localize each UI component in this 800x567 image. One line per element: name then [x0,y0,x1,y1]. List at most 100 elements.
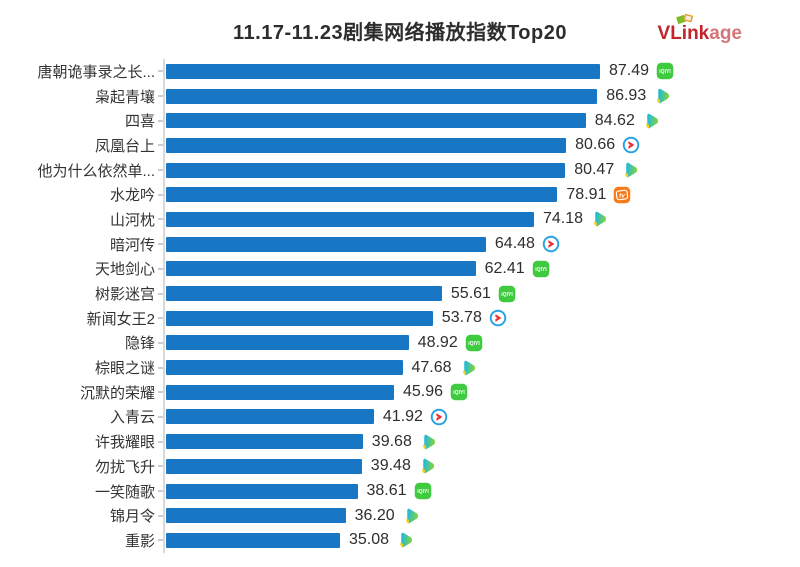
youku-icon [542,235,560,253]
series-label: 树影迷宫 [94,286,155,304]
value-label: 53.78 [441,309,482,327]
bar-chart: 唐朝诡事录之长... 87.49 iQIYI 枭起青壤 86.93 四喜 84.62 凤凰台上… [0,59,800,553]
bar [166,409,374,425]
series-label: 四喜 [124,113,155,131]
bar [166,187,558,203]
tencent-icon [419,433,437,451]
tencent-icon [402,507,420,525]
value-label: 48.92 [417,333,458,351]
chart-row: 唐朝诡事录之长... 87.49 iQIYI [0,59,800,84]
value-label: 45.96 [403,383,444,401]
bar [166,434,363,450]
axis-tick-icon [158,514,163,517]
value-label: 78.91 [566,185,607,203]
series-label: 新闻女王2 [86,310,155,328]
chart-row: 凤凰台上 80.66 [0,133,800,158]
chart-row: 暗河传 64.48 [0,231,800,257]
value-label: 39.68 [371,432,412,450]
bar-track: 45.96 iQIYI [163,379,800,405]
value-label: 87.49 [609,62,650,80]
bar-track: 47.68 [163,355,800,380]
series-label: 锦月令 [109,508,155,526]
bar [166,310,433,326]
bar-track: 84.62 [163,108,800,134]
tencent-icon [396,531,414,549]
value-label: 64.48 [494,235,535,253]
value-label: 84.62 [594,111,635,129]
youku-icon [430,408,448,426]
value-label: 80.47 [574,161,615,179]
chart-row: 天地剑心 62.41 iQIYI [0,256,800,282]
bar-track: 48.92 iQIYI [163,330,800,356]
value-label: 38.61 [366,482,407,500]
value-label: 62.41 [484,259,525,277]
value-label: 47.68 [411,358,452,376]
bar-track: 35.08 [163,528,800,553]
bar-track: 80.66 [163,133,800,158]
svg-text:iQIYI: iQIYI [535,267,547,273]
axis-tick-icon [158,169,163,172]
chart-row: 新闻女王2 53.78 [0,305,800,331]
value-label: 86.93 [606,87,647,105]
bar [166,211,534,227]
chart-row: 一笑随歌 38.61 iQIYI [0,478,800,504]
tencent-icon [653,87,671,105]
vlinkage-logo: VLinkage [657,13,742,44]
bar [166,236,486,252]
chart-row: 勿扰飞升 39.48 [0,454,800,479]
mango-icon: tv [613,186,631,204]
bar-track: 36.20 [163,503,800,529]
svg-text:iQIYI: iQIYI [468,341,480,347]
bar [166,458,362,474]
bar [166,113,586,129]
axis-tick-icon [158,391,163,394]
bar-track: 53.78 [163,305,800,331]
bar [166,286,442,302]
axis-tick-icon [158,95,163,98]
chart-row: 山河枕 74.18 [0,207,800,232]
youku-icon [489,309,507,327]
iqiyi-icon: iQIYI [498,285,516,303]
bar-track: 80.47 [163,157,800,183]
value-label: 35.08 [349,531,390,549]
series-label: 他为什么依然单... [37,162,155,180]
value-label: 80.66 [575,136,616,154]
value-label: 74.18 [543,210,584,228]
iqiyi-icon: iQIYI [465,334,483,352]
bar [166,137,567,153]
axis-tick-icon [158,267,163,270]
bar-track: 39.48 [163,454,800,479]
chart-row: 许我耀眼 39.68 [0,429,800,454]
axis-tick-icon [158,218,163,221]
chart-row: 树影迷宫 55.61 iQIYI [0,281,800,306]
svg-text:iQIYI: iQIYI [659,69,671,75]
value-label: 55.61 [450,284,491,302]
chart-row: 枭起青壤 86.93 [0,83,800,109]
series-label: 一笑随歌 [94,483,155,501]
bar [166,384,394,400]
series-label: 入青云 [109,409,155,427]
bar-track: 62.41 iQIYI [163,256,800,282]
value-label: 36.20 [354,506,395,524]
value-label: 39.48 [370,457,411,475]
series-label: 水龙吟 [109,187,155,205]
axis-tick-icon [158,70,163,73]
bar [166,360,403,376]
series-label: 唐朝诡事录之长... [37,63,155,81]
youku-icon [622,136,640,154]
axis-tick-icon [158,243,163,246]
axis-tick-icon [158,440,163,443]
axis-tick-icon [158,415,163,418]
tencent-icon [418,457,436,475]
bar [166,261,476,277]
bar-track: 87.49 iQIYI [163,59,800,84]
series-label: 隐锋 [124,335,155,353]
svg-text:tv: tv [620,192,626,199]
series-label: 重影 [124,532,155,550]
logo-text-bold: VLink [657,23,710,44]
chart-row: 入青云 41.92 [0,404,800,430]
value-label: 41.92 [382,407,423,425]
tencent-icon [459,359,477,377]
bar [166,88,598,104]
chart-title: 11.17-11.23剧集网络播放指数Top20 [233,22,567,44]
